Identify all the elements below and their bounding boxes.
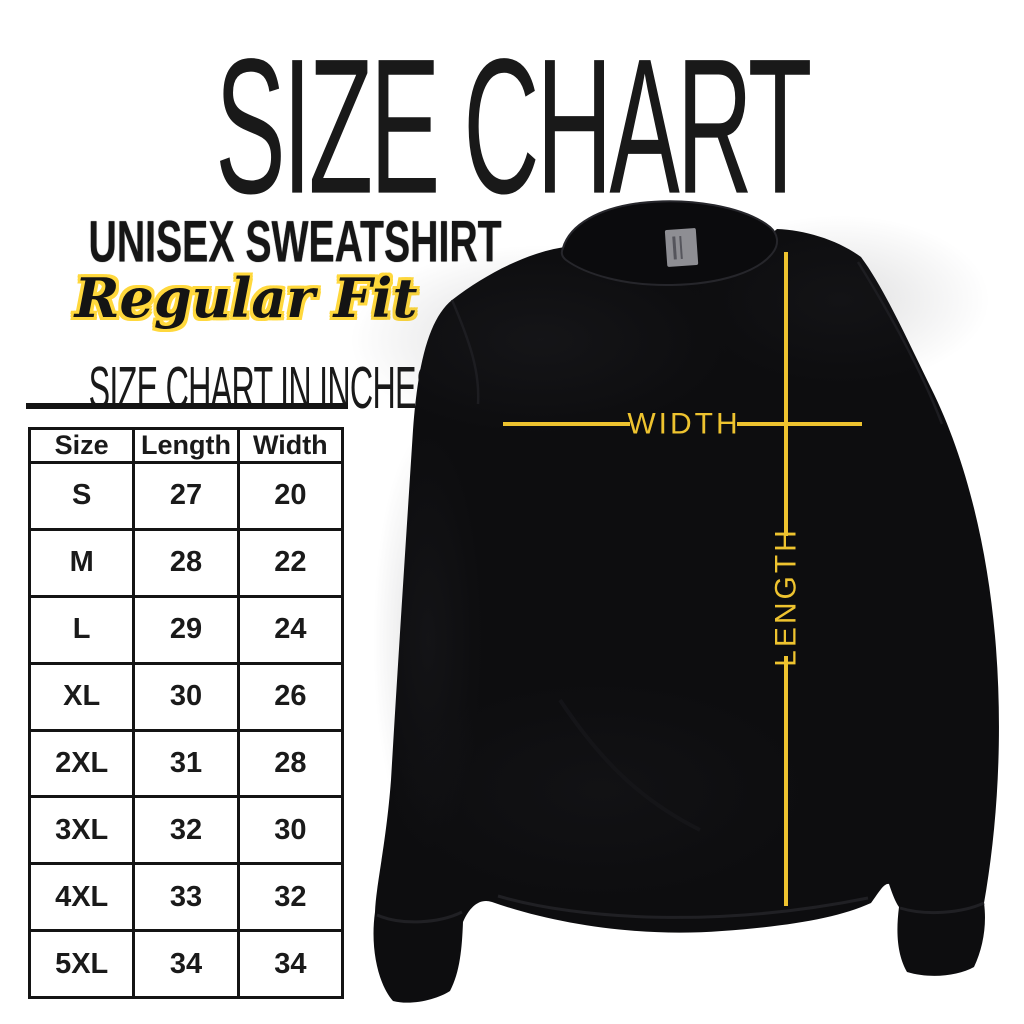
measurement-cell: 30 [236, 795, 345, 866]
measurement-cell: 31 [132, 728, 240, 799]
measurement-cell: 24 [236, 594, 345, 665]
column-header: Width [236, 427, 345, 464]
body-fold [558, 698, 701, 832]
size-table-body: S 27 20 M 28 22 L 29 24 XL 30 26 2XL 31 28 3XL 32 30 4XL 33… [27, 461, 345, 999]
measurement-cell: 30 [132, 661, 240, 732]
cuff-seam-left [376, 910, 463, 924]
table-row: L 29 24 [27, 594, 345, 665]
size-table-container: Size Length Width S 27 20 M 28 22 L 29 24 XL 30 26 2XL… [27, 427, 345, 999]
width-label: WIDTH [627, 408, 740, 441]
heading-underline [26, 403, 348, 409]
measurement-cell: 20 [236, 461, 345, 531]
fabric-highlight [350, 245, 730, 435]
length-label: LENGTH [770, 527, 803, 667]
waistband-seam [497, 894, 869, 919]
table-row: M 28 22 [27, 527, 345, 598]
cuff-seam-right [899, 901, 985, 915]
table-header-row: Size Length Width [27, 427, 345, 464]
table-row: XL 30 26 [27, 661, 345, 732]
page-title-text: SIZE CHART [215, 18, 812, 234]
measurement-cell: 34 [132, 929, 240, 999]
measurement-cell: 33 [132, 862, 240, 933]
column-header: Size [27, 427, 136, 464]
size-label-cell: 4XL [27, 862, 136, 933]
column-header: Length [132, 427, 240, 464]
gildan-neck-tag [664, 228, 699, 267]
fabric-highlight [390, 680, 810, 900]
measurement-cell: 34 [236, 929, 345, 999]
table-row: 2XL 31 28 [27, 728, 345, 799]
table-row: 3XL 32 30 [27, 795, 345, 866]
measurement-cell: 27 [132, 461, 240, 531]
size-label-cell: L [27, 594, 136, 665]
size-table-header: Size Length Width [27, 427, 345, 464]
fabric-highlight [373, 430, 483, 850]
size-table: Size Length Width S 27 20 M 28 22 L 29 24 XL 30 26 2XL… [27, 427, 345, 999]
measurement-cell: 32 [236, 862, 345, 933]
measurement-cell: 28 [132, 527, 240, 598]
width-measure-line: WIDTH [503, 408, 862, 441]
size-label-cell: 3XL [27, 795, 136, 866]
sleeve-seam [856, 261, 944, 425]
measurement-cell: 29 [132, 594, 240, 665]
page-title: SIZE CHART [0, 16, 1024, 234]
measurement-cell: 32 [132, 795, 240, 866]
measurement-cell: 22 [236, 527, 345, 598]
table-row: 4XL 33 32 [27, 862, 345, 933]
size-label-cell: M [27, 527, 136, 598]
length-measure-line: LENGTH [770, 252, 803, 906]
table-row: 5XL 34 34 [27, 929, 345, 999]
size-label-cell: 5XL [27, 929, 136, 999]
size-label-cell: S [27, 461, 136, 531]
size-label-cell: XL [27, 661, 136, 732]
size-label-cell: 2XL [27, 728, 136, 799]
table-row: S 27 20 [27, 461, 345, 531]
measurement-cell: 28 [236, 728, 345, 799]
measurement-cell: 26 [236, 661, 345, 732]
shoulder-seam [450, 299, 480, 405]
